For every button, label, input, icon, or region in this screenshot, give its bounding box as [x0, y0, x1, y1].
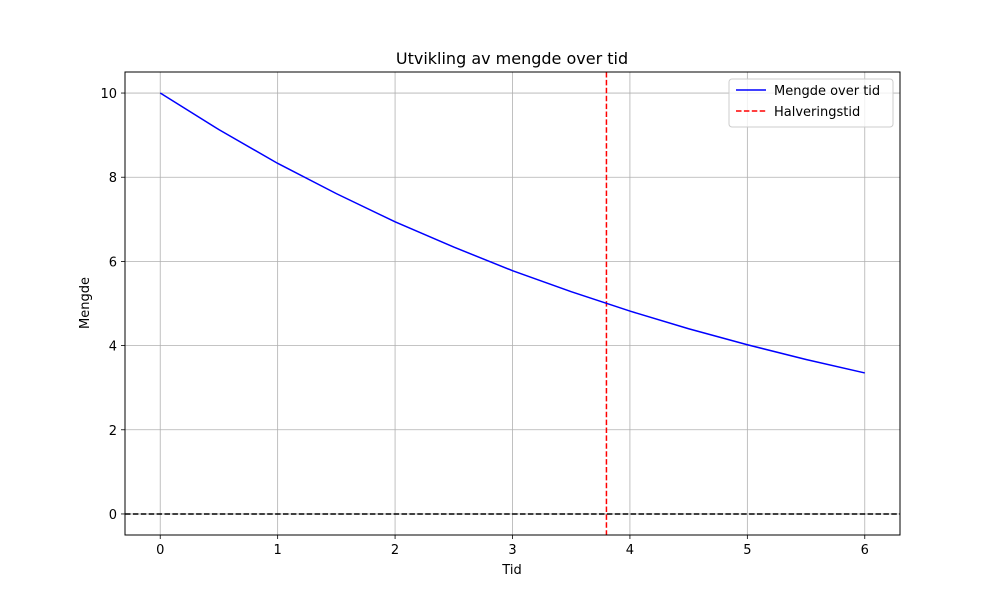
- y-tick-label-0: 0: [109, 508, 117, 523]
- y-tick-label-10: 10: [100, 87, 117, 102]
- legend-label-mengde: Mengde over tid: [774, 84, 880, 99]
- x-tick-label-0: 0: [156, 543, 164, 558]
- x-tick-label-6: 6: [861, 543, 869, 558]
- x-tick-label-2: 2: [391, 543, 399, 558]
- y-tick-label-6: 6: [109, 255, 117, 270]
- chart-title: Utvikling av mengde over tid: [396, 49, 628, 68]
- x-tick-label-5: 5: [743, 543, 751, 558]
- y-axis-label: Mengde: [78, 277, 93, 329]
- y-tick-label-8: 8: [109, 171, 117, 186]
- x-tick-label-4: 4: [626, 543, 634, 558]
- x-tick-label-1: 1: [274, 543, 282, 558]
- x-tick-label-3: 3: [508, 543, 516, 558]
- legend-box: [728, 78, 894, 128]
- y-tick-label-4: 4: [109, 340, 117, 355]
- legend: Mengde over tid Halveringstid: [728, 78, 894, 128]
- x-axis-label: Tid: [501, 563, 521, 578]
- y-tick-label-2: 2: [109, 424, 117, 439]
- series-line-0: [159, 92, 865, 374]
- legend-label-halveringstid: Halveringstid: [774, 105, 860, 120]
